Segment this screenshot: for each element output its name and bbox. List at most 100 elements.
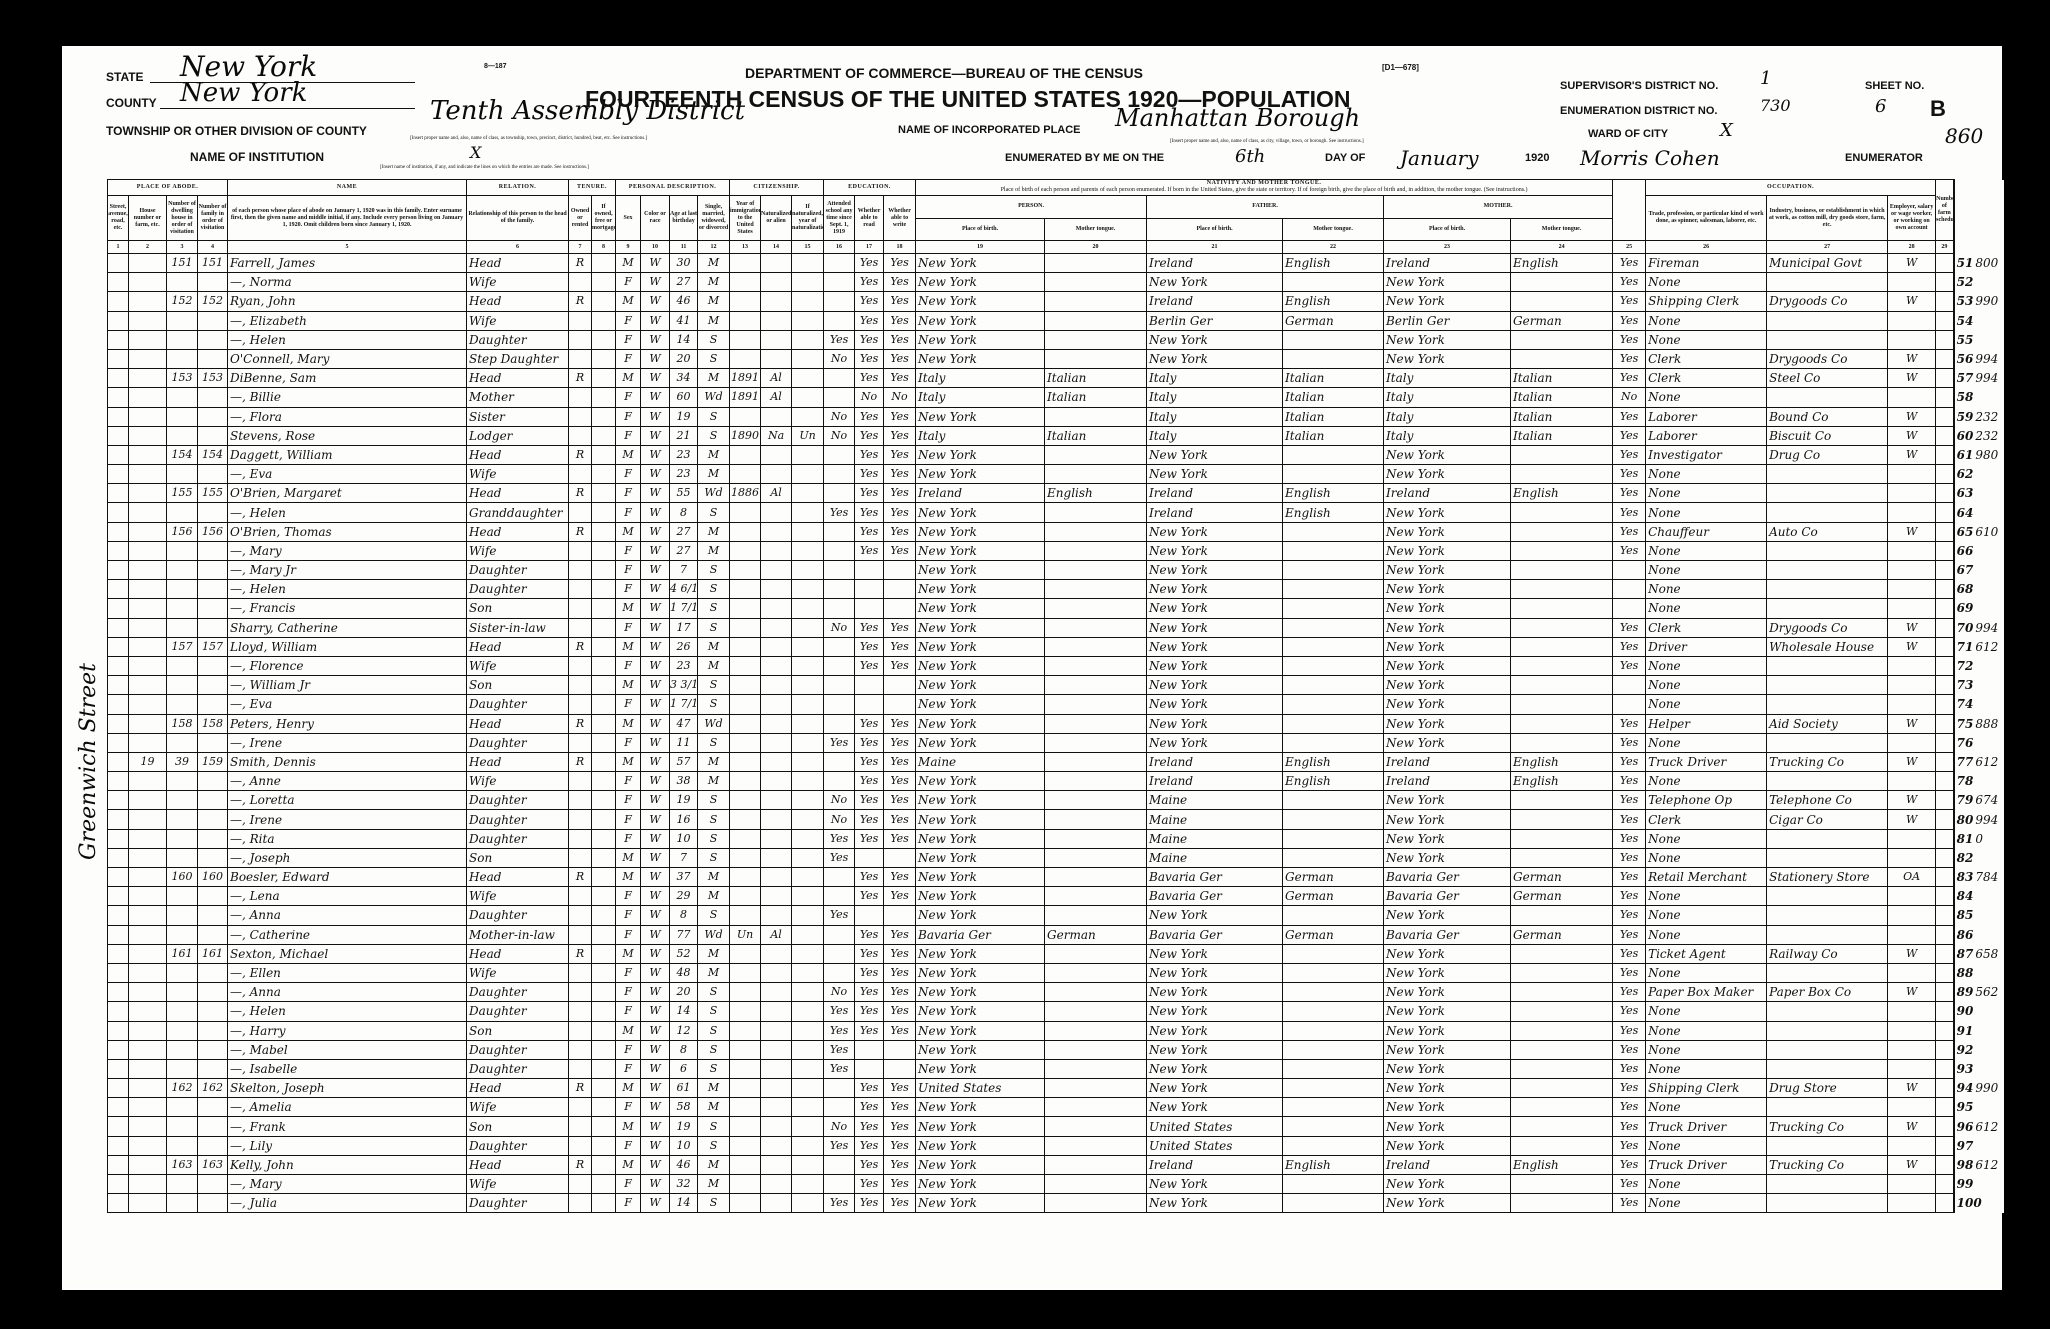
cell-occupation: None: [1645, 847, 1768, 869]
cell-street: [107, 617, 129, 638]
cell-industry: Paper Box Co: [1766, 982, 1889, 1003]
cell-occupation: None: [1645, 1173, 1768, 1195]
cell-family-number: [196, 675, 229, 696]
cell-house-number: [128, 847, 167, 869]
cell-employer-class: OA: [1887, 866, 1937, 888]
cell-name: —, Lena: [227, 886, 468, 907]
cell-mortgaged: [591, 387, 617, 408]
cell-birthplace: New York: [915, 694, 1046, 715]
cell-color: W: [640, 866, 671, 888]
cell-house-number: [128, 732, 167, 753]
cell-marital-status: M: [697, 962, 731, 984]
cell-occupation: Shipping Clerk: [1645, 291, 1768, 312]
cell-immigration-year: [729, 655, 762, 677]
cell-occupation: None: [1645, 828, 1768, 849]
cell-naturalized: [760, 579, 793, 600]
cell-age: 60: [669, 387, 699, 408]
cell-age: 7: [669, 559, 699, 581]
line-number-label: 55: [1956, 332, 1974, 347]
cell-mortgaged: [591, 924, 617, 945]
cell-industry: Aid Society: [1766, 713, 1889, 734]
cell-mother-mother-tongue: [1510, 540, 1614, 562]
cell-age: 19: [669, 406, 699, 427]
cell-can-read: [854, 1039, 885, 1060]
cell-occupation: None: [1645, 329, 1768, 350]
cell-attended-school: [823, 924, 856, 945]
cell-father-birthplace: Italy: [1146, 368, 1284, 389]
cell-father-birthplace: New York: [1146, 598, 1284, 619]
cell-industry: Drug Store: [1766, 1078, 1889, 1099]
cell-immigration-year: [729, 348, 762, 370]
state-value: New York: [180, 50, 318, 83]
cell-speaks-english: Yes: [1612, 1097, 1647, 1118]
cell-age: 1 7/12: [669, 694, 699, 715]
cell-marital-status: S: [697, 809, 731, 830]
cell-family-number: [196, 1116, 229, 1137]
occupation-code: 674: [1975, 793, 1999, 808]
cell-name: —, Joseph: [227, 847, 468, 869]
cell-mortgaged: [591, 579, 617, 600]
cell-sex: M: [615, 1116, 642, 1137]
cell-attended-school: No: [823, 617, 856, 638]
cell-mortgaged: [591, 406, 617, 427]
cell-can-write: Yes: [883, 790, 917, 811]
cell-color: W: [640, 943, 671, 964]
table-row: —, Helen Daughter F W 14 S Yes Yes Yes New York Ne…: [107, 329, 2004, 350]
cell-employer-class: [1887, 483, 1937, 504]
table-row: 160 160 Boesler, Edward Head R M W 37 M Yes Yes New…: [107, 866, 2004, 888]
cell-can-read: Yes: [854, 771, 885, 792]
cell-street: [107, 406, 129, 427]
cell-farm-schedule: [1935, 444, 1955, 466]
cell-naturalization-year: [791, 943, 825, 964]
cell-color: W: [640, 790, 671, 811]
cell-marital-status: S: [697, 1193, 731, 1214]
cell-naturalization-year: [791, 329, 825, 350]
cell-street: [107, 866, 129, 888]
cell-speaks-english: [1612, 675, 1647, 696]
cell-age: 46: [669, 1154, 699, 1176]
cell-marital-status: S: [697, 425, 731, 446]
cell-speaks-english: Yes: [1612, 1154, 1647, 1176]
cell-naturalization-year: [791, 617, 825, 638]
line-number: 66: [1952, 541, 2004, 561]
cell-mother-mother-tongue: [1510, 579, 1614, 600]
cell-mother-tongue: [1044, 675, 1148, 696]
cell-house-number: [128, 272, 167, 293]
line-number-label: 74: [1956, 697, 1974, 712]
table-row: —, Mary Wife F W 27 M Yes Yes New York New York Ne…: [107, 540, 2004, 562]
cell-color: W: [640, 1020, 671, 1041]
cell-immigration-year: [729, 847, 762, 869]
cell-mother-tongue: [1044, 348, 1148, 370]
cell-industry: [1766, 540, 1889, 562]
cell-farm-schedule: [1935, 502, 1955, 523]
table-row: —, Irene Daughter F W 16 S No Yes Yes New York Mai…: [107, 809, 2004, 830]
cell-can-write: Yes: [883, 502, 917, 523]
cell-mother-tongue: [1044, 771, 1148, 792]
nativity-title: NATIVITY AND MOTHER TONGUE.: [1206, 180, 1322, 187]
cell-name: —, Mabel: [227, 1039, 468, 1060]
line-number-label: 86: [1956, 927, 1974, 942]
cell-can-write: Yes: [883, 291, 917, 312]
cell-immigration-year: [729, 1039, 762, 1060]
cell-mother-tongue: [1044, 1078, 1148, 1099]
cell-farm-schedule: [1935, 425, 1955, 446]
cell-mortgaged: [591, 368, 617, 389]
cell-dwelling-number: [166, 655, 198, 677]
cell-marital-status: S: [697, 617, 731, 638]
cell-mother-tongue: [1044, 310, 1148, 331]
cell-color: W: [640, 828, 671, 849]
cell-street: [107, 732, 129, 753]
cell-owned-rented: [568, 579, 593, 600]
cell-family-number: [196, 809, 229, 830]
cell-birthplace: New York: [915, 1058, 1046, 1080]
cell-house-number: [128, 387, 167, 408]
cell-street: [107, 1173, 129, 1195]
table-row: —, Irene Daughter F W 11 S Yes Yes Yes New York Ne…: [107, 732, 2004, 753]
header-col-28: Employer, salary or wage worker, or work…: [1887, 195, 1937, 241]
cell-father-mother-tongue: [1282, 1001, 1385, 1022]
cell-marital-status: M: [697, 636, 731, 657]
cell-farm-schedule: [1935, 751, 1955, 773]
cell-mother-mother-tongue: [1510, 521, 1614, 542]
cell-house-number: [128, 1173, 167, 1195]
cell-farm-schedule: [1935, 579, 1955, 600]
